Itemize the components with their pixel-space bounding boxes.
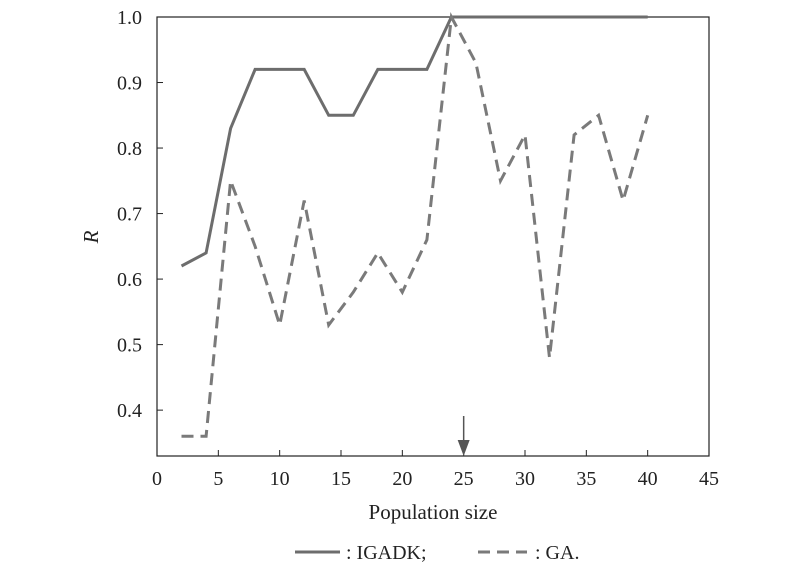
x-tick-label: 0 [152, 468, 162, 490]
y-tick-label: 1.0 [117, 7, 142, 29]
y-tick-label: 0.4 [117, 400, 142, 422]
y-axis-ticks: 0.4 0.5 0.6 0.7 0.8 0.9 1.0 [117, 7, 163, 422]
x-tick-label: 20 [392, 468, 412, 490]
y-tick-label: 0.9 [117, 73, 142, 95]
x-axis-ticks: 0 5 10 15 20 25 30 35 40 45 [152, 450, 719, 490]
x-tick-label: 35 [576, 468, 596, 490]
y-tick-label: 0.7 [117, 204, 142, 226]
series-line-ga [181, 12, 650, 438]
x-axis-title: Population size [369, 500, 498, 524]
y-tick-label: 0.5 [117, 335, 142, 357]
legend-label-ga: : GA. [535, 542, 579, 564]
y-tick-label: 0.6 [117, 269, 142, 291]
plot-border [156, 16, 710, 457]
y-axis-title: R [79, 230, 103, 244]
x-tick-label: 5 [213, 468, 223, 490]
arrow-head [457, 440, 470, 456]
legend-label-igadk: : IGADK; [346, 542, 427, 564]
x-tick-label: 40 [638, 468, 658, 490]
x-tick-label: 15 [331, 468, 351, 490]
plot-frame [156, 16, 710, 457]
series-line-igadk [180, 15, 648, 268]
y-tick-label: 0.8 [117, 138, 142, 160]
series-layer [180, 12, 650, 438]
annotation-layer [457, 416, 470, 456]
x-tick-label: 10 [270, 468, 290, 490]
x-tick-label: 45 [699, 468, 719, 490]
x-tick-label: 25 [454, 468, 474, 490]
x-tick-label: 30 [515, 468, 535, 490]
legend: : IGADK; : GA. [295, 542, 579, 564]
